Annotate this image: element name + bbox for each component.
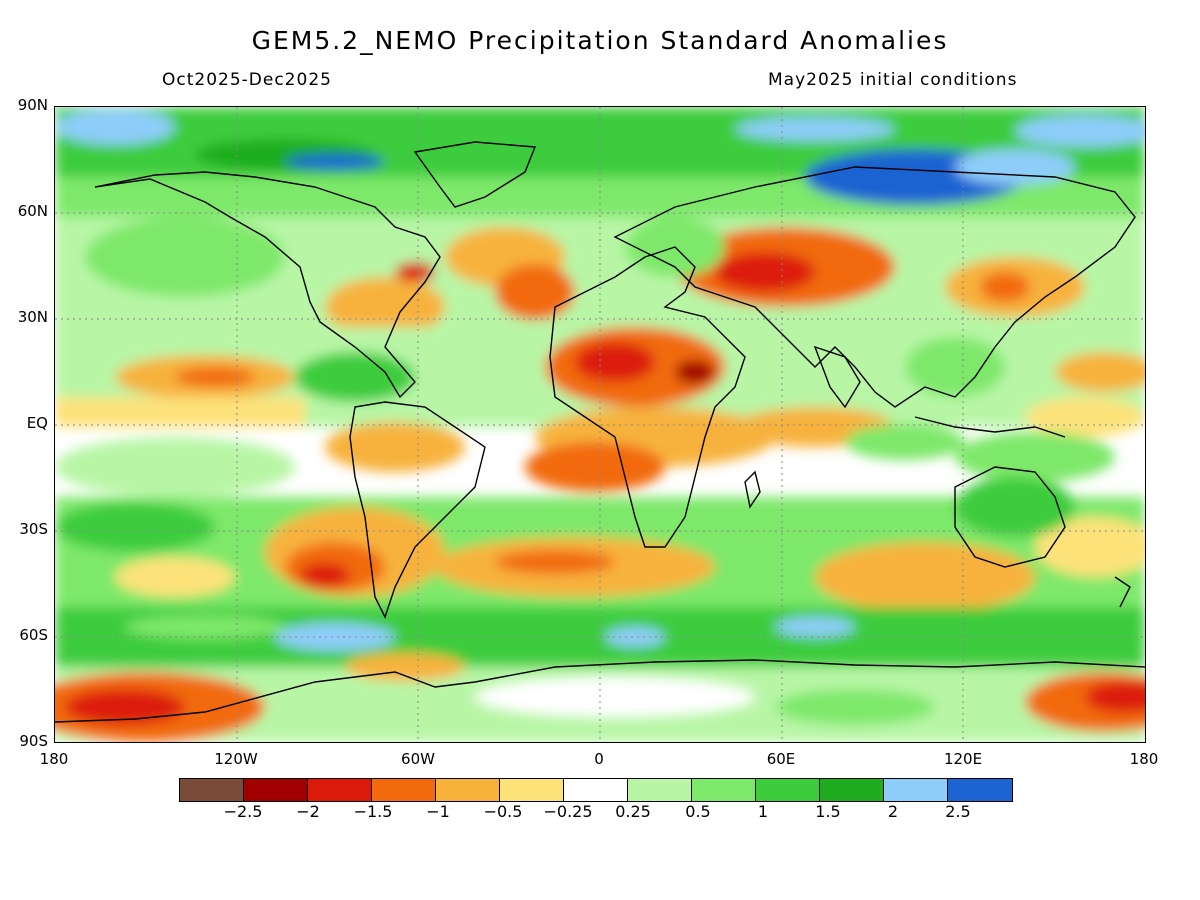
anomaly-map-canvas <box>55 107 1145 742</box>
colorbar-label: 1.5 <box>815 802 841 821</box>
graticule <box>55 107 1145 742</box>
colorbar-swatch <box>692 779 756 801</box>
colorbar-label: 1 <box>757 802 769 821</box>
lat-label-eq: EQ <box>26 414 48 432</box>
lat-label-60n: 60N <box>17 202 48 220</box>
lon-label-120w: 120W <box>214 750 258 768</box>
lon-label-120e: 120E <box>943 750 983 768</box>
colorbar-swatch <box>628 779 692 801</box>
colorbar-label: −2.5 <box>223 802 263 821</box>
colorbar-label: −1.5 <box>353 802 393 821</box>
colorbar-swatch <box>372 779 436 801</box>
colorbar-label: −0.25 <box>543 802 593 821</box>
colorbar-swatch <box>948 779 1012 801</box>
colorbar-swatch <box>820 779 884 801</box>
colorbar-swatch <box>500 779 564 801</box>
colorbar-label: −1 <box>426 802 450 821</box>
colorbar-label: 0.5 <box>685 802 711 821</box>
colorbar-swatch <box>564 779 628 801</box>
chart-title: GEM5.2_NEMO Precipitation Standard Anoma… <box>251 26 949 55</box>
initial-conditions: May2025 initial conditions <box>768 70 1018 90</box>
anomaly-map <box>54 106 1146 743</box>
colorbar-swatch <box>756 779 820 801</box>
lon-label-60w: 60W <box>401 750 435 768</box>
colorbar-label: 0.25 <box>615 802 651 821</box>
lat-label-30s: 30S <box>19 520 48 538</box>
lat-label-90s: 90S <box>19 732 48 750</box>
colorbar-label: −2 <box>296 802 320 821</box>
colorbar-swatch <box>308 779 372 801</box>
forecast-period: Oct2025-Dec2025 <box>162 70 332 90</box>
colorbar-swatch <box>244 779 308 801</box>
colorbar-label: −0.5 <box>483 802 523 821</box>
lon-label-60e: 60E <box>766 750 796 768</box>
lon-label-180w: 180 <box>39 750 69 768</box>
lon-label-180e: 180 <box>1129 750 1159 768</box>
lat-label-90n: 90N <box>17 96 48 114</box>
lon-label-0: 0 <box>594 750 604 768</box>
colorbar-swatch <box>436 779 500 801</box>
colorbar-swatch <box>180 779 244 801</box>
lat-label-30n: 30N <box>17 308 48 326</box>
colorbar-swatch <box>884 779 948 801</box>
colorbar-label: 2.5 <box>945 802 971 821</box>
colorbar <box>179 778 1013 802</box>
colorbar-label: 2 <box>887 802 899 821</box>
coastlines <box>55 141 1145 723</box>
lat-label-60s: 60S <box>19 626 48 644</box>
